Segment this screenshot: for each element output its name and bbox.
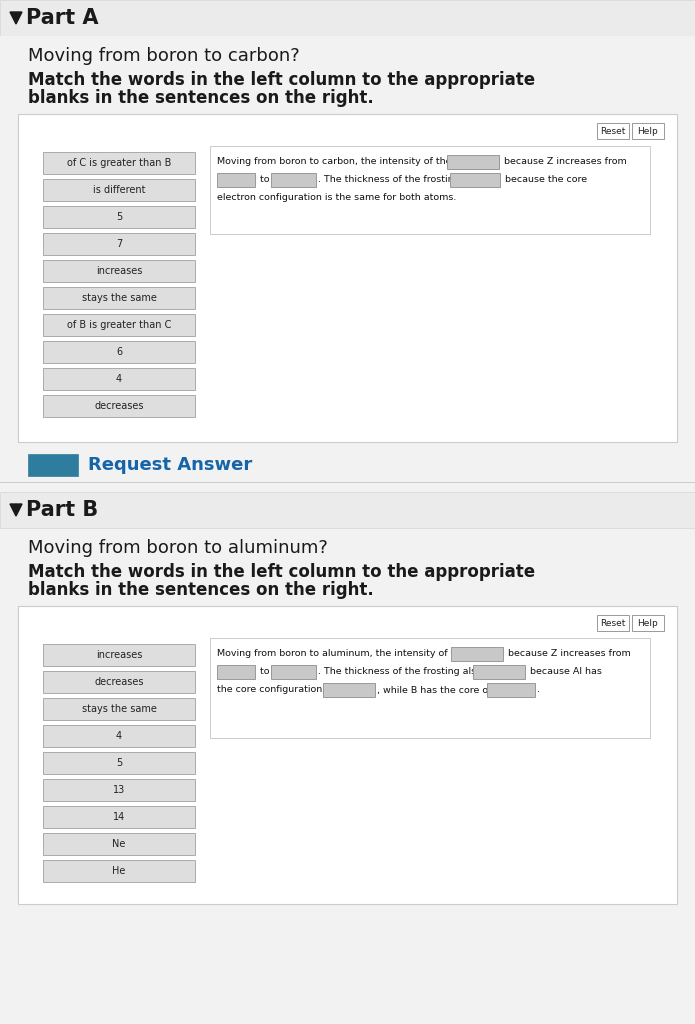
Text: , while B has the core of: , while B has the core of	[377, 685, 495, 694]
Text: to: to	[257, 175, 272, 184]
Text: Reset: Reset	[600, 127, 626, 135]
Text: to: to	[257, 668, 272, 677]
Bar	[43, 233, 195, 255]
Text: because Al has: because Al has	[527, 668, 602, 677]
Text: 6: 6	[116, 347, 122, 357]
Polygon shape	[10, 12, 22, 24]
Bar	[43, 260, 195, 282]
Text: Match the words in the left column to the appropriate: Match the words in the left column to th…	[28, 563, 535, 581]
Bar	[43, 671, 195, 693]
Text: because Z increases from: because Z increases from	[501, 158, 627, 167]
Text: the core configuration of: the core configuration of	[217, 685, 337, 694]
Text: 4: 4	[116, 374, 122, 384]
Bar	[43, 644, 195, 666]
Polygon shape	[10, 504, 22, 516]
Text: Moving from boron to aluminum, the intensity of the bulb: Moving from boron to aluminum, the inten…	[217, 649, 493, 658]
Text: decreases: decreases	[95, 401, 144, 411]
Bar	[323, 683, 375, 697]
Text: electron configuration is the same for both atoms.: electron configuration is the same for b…	[217, 194, 457, 203]
Text: Reset: Reset	[600, 618, 626, 628]
Text: Moving from boron to aluminum?: Moving from boron to aluminum?	[28, 539, 328, 557]
Bar	[210, 638, 650, 738]
Text: stays the same: stays the same	[81, 705, 156, 714]
Bar	[632, 123, 664, 139]
Bar	[597, 615, 629, 631]
Bar	[43, 341, 195, 362]
Bar	[28, 454, 78, 476]
Text: .: .	[537, 685, 540, 694]
Bar	[43, 152, 195, 174]
Text: increases: increases	[96, 650, 142, 660]
Text: 7: 7	[116, 239, 122, 249]
Bar	[0, 492, 695, 528]
Bar	[43, 833, 195, 855]
Text: 13: 13	[113, 785, 125, 795]
Text: 4: 4	[116, 731, 122, 741]
Bar	[43, 806, 195, 828]
Text: He: He	[113, 866, 126, 876]
Bar	[271, 173, 316, 187]
Bar	[43, 314, 195, 336]
Text: decreases: decreases	[95, 677, 144, 687]
Bar	[597, 123, 629, 139]
Text: Moving from boron to carbon, the intensity of the bulb: Moving from boron to carbon, the intensi…	[217, 158, 478, 167]
Bar	[0, 0, 695, 36]
Bar	[43, 779, 195, 801]
Text: Part B: Part B	[26, 500, 98, 520]
Bar	[217, 665, 255, 679]
Text: blanks in the sentences on the right.: blanks in the sentences on the right.	[28, 581, 374, 599]
Text: 14: 14	[113, 812, 125, 822]
Text: Moving from boron to carbon?: Moving from boron to carbon?	[28, 47, 300, 65]
Text: Submit: Submit	[31, 460, 75, 470]
Bar	[18, 606, 677, 904]
Text: blanks in the sentences on the right.: blanks in the sentences on the right.	[28, 89, 374, 106]
Text: because Z increases from: because Z increases from	[505, 649, 631, 658]
Text: Help: Help	[637, 618, 658, 628]
Text: increases: increases	[96, 266, 142, 276]
Bar	[43, 698, 195, 720]
Bar	[43, 395, 195, 417]
Text: stays the same: stays the same	[81, 293, 156, 303]
Bar	[447, 155, 499, 169]
Bar	[632, 615, 664, 631]
Bar	[210, 146, 650, 234]
Bar	[18, 114, 677, 442]
Bar	[451, 647, 503, 662]
Bar	[271, 665, 316, 679]
Bar	[43, 179, 195, 201]
Bar	[43, 287, 195, 309]
Bar	[43, 725, 195, 746]
Bar	[43, 206, 195, 228]
Bar	[473, 665, 525, 679]
Bar	[43, 860, 195, 882]
Text: Ne: Ne	[113, 839, 126, 849]
Text: is different: is different	[92, 185, 145, 195]
Bar	[0, 36, 695, 166]
Bar	[217, 173, 255, 187]
Bar	[43, 368, 195, 390]
Bar	[450, 173, 500, 187]
Text: of C is greater than B: of C is greater than B	[67, 158, 171, 168]
Text: Match the words in the left column to the appropriate: Match the words in the left column to th…	[28, 71, 535, 89]
Text: Part A: Part A	[26, 8, 99, 28]
Text: . The thickness of the frosting: . The thickness of the frosting	[318, 175, 463, 184]
Text: 5: 5	[116, 212, 122, 222]
Text: of B is greater than C: of B is greater than C	[67, 319, 171, 330]
Bar	[487, 683, 535, 697]
Bar	[43, 752, 195, 774]
Text: Request Answer: Request Answer	[88, 456, 252, 474]
Text: because the core: because the core	[502, 175, 587, 184]
Text: 5: 5	[116, 758, 122, 768]
Text: Help: Help	[637, 127, 658, 135]
Text: . The thickness of the frosting also: . The thickness of the frosting also	[318, 668, 485, 677]
